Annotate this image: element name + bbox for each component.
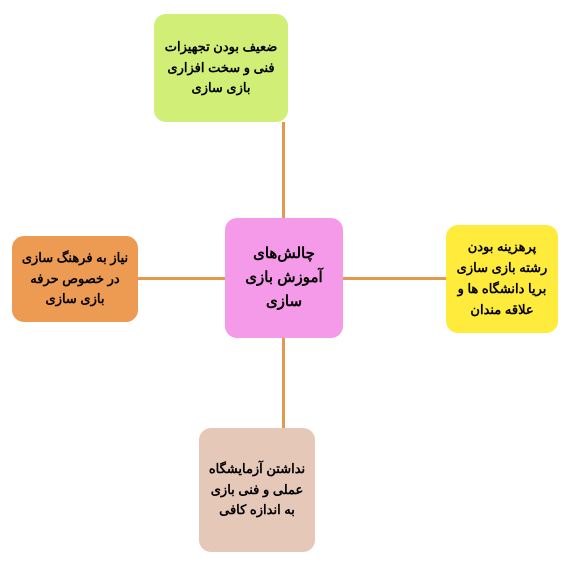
edge-center-bottom: [282, 338, 285, 428]
node-center-label: چالش‌های آموزش بازی سازی: [233, 242, 335, 314]
edge-center-left: [138, 277, 225, 280]
node-bottom-label: نداشتن آزمایشگاه عملی و فنی بازی به اندا…: [207, 459, 307, 521]
diagram-canvas: ضعیف بودن تجهیزات فنی و سخت افزاری بازی …: [0, 0, 570, 561]
node-bottom: نداشتن آزمایشگاه عملی و فنی بازی به اندا…: [199, 428, 315, 552]
edge-center-right: [343, 277, 446, 280]
node-top: ضعیف بودن تجهیزات فنی و سخت افزاری بازی …: [154, 14, 288, 122]
node-center: چالش‌های آموزش بازی سازی: [225, 218, 343, 338]
node-top-label: ضعیف بودن تجهیزات فنی و سخت افزاری بازی …: [162, 37, 280, 99]
node-left: نیاز به فرهنگ سازی در خصوص حرفه بازی ساز…: [12, 236, 138, 322]
node-right-label: پرهزینه بودن رشته بازی سازی بریا دانشگاه…: [454, 237, 550, 320]
node-left-label: نیاز به فرهنگ سازی در خصوص حرفه بازی ساز…: [20, 248, 130, 310]
edge-center-top: [282, 122, 285, 218]
node-right: پرهزینه بودن رشته بازی سازی بریا دانشگاه…: [446, 225, 558, 333]
